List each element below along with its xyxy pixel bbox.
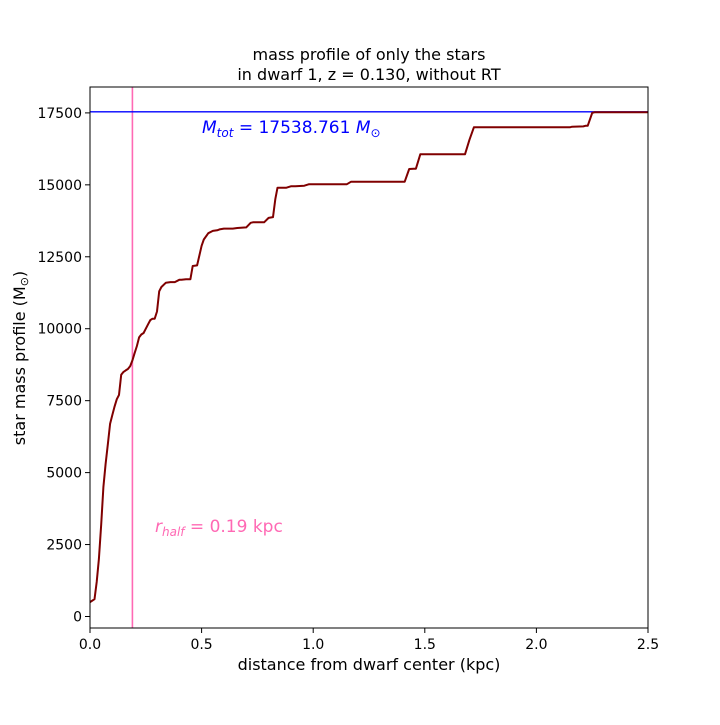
y-axis-label-close: ): [10, 271, 29, 277]
x-tick-label: 2.5: [637, 637, 659, 653]
y-tick-label: 15000: [37, 178, 82, 194]
x-tick-label: 0.0: [79, 637, 101, 653]
chart-title-line2: in dwarf 1, z = 0.130, without RT: [237, 65, 501, 84]
mtot-unit: M: [356, 118, 371, 138]
mtot-value: = 17538.761: [233, 118, 355, 138]
rhalf-symbol: r: [155, 517, 163, 537]
series-line-0: [89, 111, 648, 603]
rhalf-value: = 0.19 kpc: [185, 517, 283, 537]
mtot-symbol: M: [202, 118, 217, 138]
x-tick-label: 2.0: [525, 637, 547, 653]
y-tick-label: 2500: [46, 538, 82, 554]
chart-title-line1: mass profile of only the stars: [253, 45, 486, 64]
y-tick-label: 5000: [46, 466, 82, 482]
mtot-annotation: Mtot = 17538.761 M⊙: [202, 118, 381, 140]
x-tick-label: 1.0: [302, 637, 324, 653]
y-axis-label: star mass profile (M⊙): [10, 271, 31, 445]
y-tick-label: 7500: [46, 394, 82, 410]
mtot-subscript: tot: [217, 126, 235, 140]
rhalf-annotation: rhalf = 0.19 kpc: [155, 517, 283, 539]
y-tick-label: 17500: [37, 106, 82, 122]
y-tick-label: 12500: [37, 250, 82, 266]
x-tick-label: 0.5: [190, 637, 212, 653]
rhalf-subscript: half: [162, 525, 186, 539]
y-axis-label-sub: ⊙: [18, 277, 31, 286]
y-tick-label: 10000: [37, 322, 82, 338]
plot-frame: [89, 86, 649, 629]
x-axis-label: distance from dwarf center (kpc): [238, 655, 501, 674]
x-tick-label: 1.5: [414, 637, 436, 653]
y-tick-label: 0: [73, 609, 82, 625]
mtot-unit-sub: ⊙: [371, 126, 381, 140]
plot-area: [90, 87, 648, 628]
y-axis-label-main: star mass profile (M: [10, 286, 29, 445]
